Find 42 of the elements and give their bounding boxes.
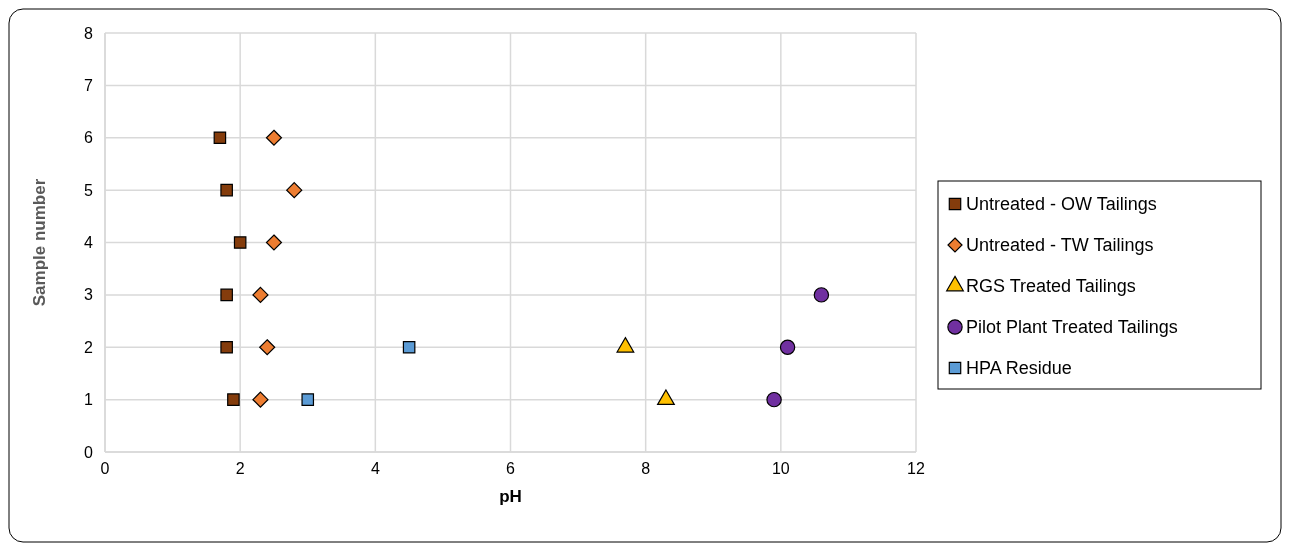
y-tick-label: 0 xyxy=(84,443,94,461)
point xyxy=(227,393,240,406)
point xyxy=(813,287,830,303)
point xyxy=(286,182,303,199)
x-tick-label: 6 xyxy=(506,460,516,477)
y-tick-label: 4 xyxy=(84,234,94,251)
point xyxy=(233,236,247,249)
point xyxy=(252,286,269,303)
point xyxy=(616,337,635,353)
y-axis-title: Sample number xyxy=(30,178,49,307)
x-tick-label: 8 xyxy=(641,460,651,477)
x-tick-label: 4 xyxy=(370,460,380,477)
x-axis-title: pH xyxy=(499,487,522,506)
legend-label: RGS Treated Tailings xyxy=(966,276,1136,296)
point xyxy=(252,391,269,408)
legend-label: Pilot Plant Treated Tailings xyxy=(966,317,1178,337)
point xyxy=(220,340,233,354)
point xyxy=(766,391,782,408)
point xyxy=(265,129,283,146)
y-tick-label: 1 xyxy=(84,391,94,409)
point xyxy=(220,288,233,302)
x-tick-label: 0 xyxy=(100,460,110,477)
point xyxy=(779,339,796,355)
legend-label: Untreated - OW Tailings xyxy=(966,194,1157,214)
point xyxy=(213,131,227,145)
point xyxy=(402,340,416,354)
point xyxy=(301,393,315,406)
y-tick-label: 3 xyxy=(84,286,94,304)
point xyxy=(220,183,233,197)
point xyxy=(265,234,283,251)
x-tick-label: 10 xyxy=(771,460,790,477)
point xyxy=(259,339,276,356)
x-tick-label: 12 xyxy=(907,460,925,477)
y-tick-label: 8 xyxy=(84,24,94,42)
legend-label: Untreated - TW Tailings xyxy=(966,235,1154,255)
y-tick-label: 7 xyxy=(84,76,94,94)
y-tick-label: 5 xyxy=(84,181,94,199)
y-tick-label: 2 xyxy=(84,338,94,356)
x-tick-label: 2 xyxy=(235,460,245,477)
y-tick-label: 6 xyxy=(84,129,94,147)
legend-label: HPA Residue xyxy=(966,358,1072,378)
point xyxy=(657,389,675,406)
